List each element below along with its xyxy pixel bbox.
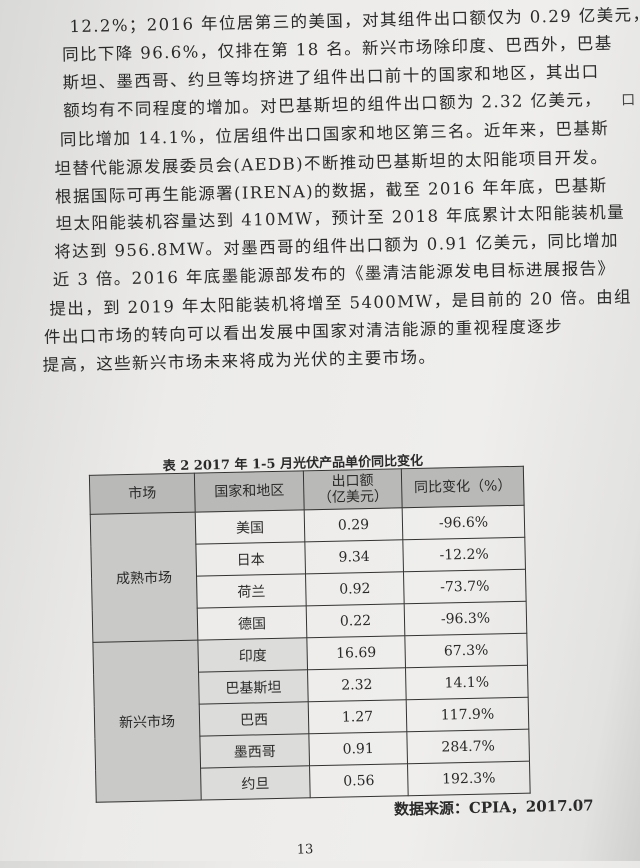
country-cell: 墨西哥	[199, 733, 310, 769]
country-cell: 印度	[197, 637, 308, 673]
change-cell: 284.7%	[406, 729, 530, 764]
change-cell: 67.3%	[404, 633, 528, 668]
body-text: 12.2%；2016 年位居第三的美国，对其组件出口额仅为 0.29 亿美元，同…	[0, 0, 640, 375]
change-cell: 192.3%	[407, 761, 531, 796]
export-cell: 0.91	[308, 731, 408, 766]
adjacent-page-fragment: 口	[621, 92, 636, 109]
export-cell: 0.22	[306, 603, 405, 638]
header-country: 国家和地区	[194, 470, 305, 513]
change-cell: -73.7%	[403, 569, 527, 604]
market-cell: 成熟市场	[90, 512, 198, 643]
export-cell: 2.32	[307, 667, 407, 702]
export-cell: 0.92	[305, 571, 405, 606]
change-cell: -12.2%	[402, 537, 526, 572]
change-cell: -96.3%	[404, 601, 527, 636]
country-cell: 美国	[195, 509, 305, 545]
country-cell: 巴基斯坦	[198, 669, 309, 705]
change-cell: -96.6%	[402, 505, 525, 540]
change-cell: 117.9%	[406, 697, 529, 732]
export-cell: 1.27	[308, 699, 407, 734]
country-cell: 德国	[197, 605, 307, 641]
export-cell: 9.34	[304, 539, 404, 574]
market-cell: 新兴市场	[92, 640, 202, 803]
country-cell: 日本	[195, 541, 306, 577]
header-export: 出口额 （亿美元）	[303, 468, 403, 510]
export-table: 市场 国家和地区 出口额 （亿美元） 同比变化（%） 成熟市场 美国 0.29 -96…	[89, 466, 531, 803]
page-number: 13	[296, 842, 314, 858]
change-cell: 14.1%	[405, 665, 529, 700]
export-cell: 0.29	[304, 507, 403, 542]
export-cell: 16.69	[306, 635, 406, 670]
header-market: 市场	[89, 473, 196, 515]
country-cell: 约旦	[200, 765, 311, 801]
body-line: 提高，这些新兴市场未来将成为光伏的主要市场。	[42, 347, 437, 375]
data-source: 数据来源：CPIA，2017.07	[393, 796, 594, 819]
header-change: 同比变化（%）	[401, 466, 525, 508]
export-cell: 0.56	[309, 763, 409, 798]
country-cell: 荷兰	[196, 573, 307, 609]
country-cell: 巴西	[199, 701, 309, 737]
